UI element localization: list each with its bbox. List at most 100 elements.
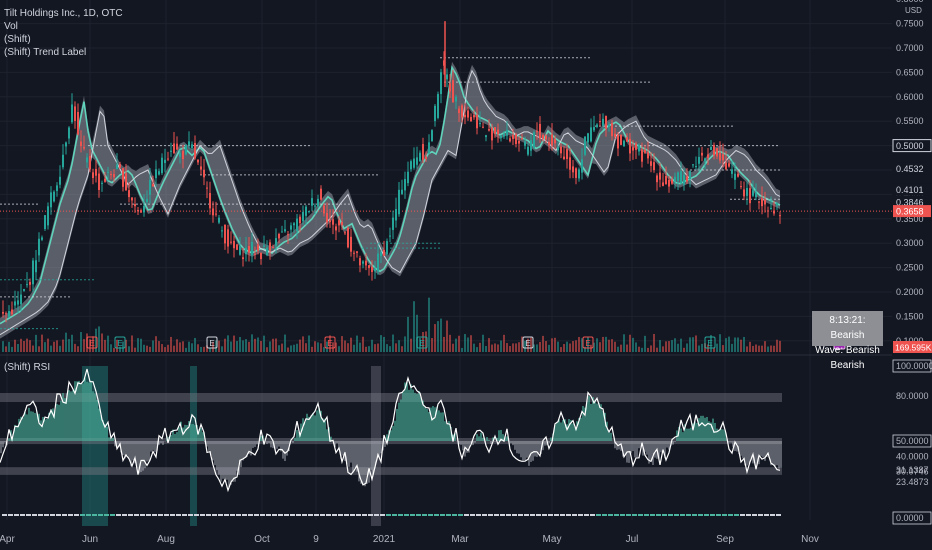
volume-bar: [143, 344, 145, 352]
candle-body: [668, 179, 670, 187]
trend-bar-seg: [680, 514, 685, 516]
candle-body: [509, 138, 511, 142]
volume-bar: [443, 336, 445, 352]
volume-bar: [353, 344, 355, 352]
candle-body: [713, 145, 715, 156]
volume-bar: [89, 339, 91, 352]
candle-body: [47, 206, 49, 226]
candle-body: [365, 260, 367, 266]
candle-body: [512, 134, 514, 139]
trend-bar-seg: [308, 514, 313, 516]
volume-bar: [530, 337, 532, 352]
candle-body: [131, 197, 133, 201]
time-tick: May: [543, 534, 562, 545]
candle-body: [476, 114, 478, 129]
volume-bar: [377, 343, 379, 352]
volume-bar: [230, 341, 232, 352]
candle-body: [521, 138, 523, 140]
candle-body: [311, 198, 313, 206]
volume-bar: [587, 336, 589, 352]
earnings-marker-label: E: [707, 339, 712, 348]
trend-bar-seg: [410, 514, 415, 516]
volume-bar: [446, 320, 448, 352]
shift-label: (Shift): [4, 34, 31, 45]
trend-bar-seg: [248, 514, 253, 516]
volume-bar: [110, 344, 112, 352]
candle-body: [56, 185, 58, 192]
candle-body: [671, 179, 673, 184]
volume-bar: [596, 338, 598, 352]
candle-body: [122, 168, 124, 187]
candle-body: [575, 168, 577, 178]
price-tick: 0.1000: [896, 336, 924, 346]
candle-body: [533, 132, 535, 148]
trend-bar-seg: [542, 514, 547, 516]
candle-body: [410, 161, 412, 170]
candle-body: [494, 127, 496, 134]
candle-body: [491, 127, 493, 141]
volume-bar: [485, 345, 487, 352]
trend-bar-seg: [572, 514, 577, 516]
candle-body: [260, 252, 262, 260]
volume-bar: [5, 346, 7, 352]
trend-bar-seg: [602, 514, 607, 516]
trend-bar-seg: [260, 514, 265, 516]
candle-body: [2, 312, 4, 314]
volume-bar: [656, 347, 658, 352]
volume-bar: [206, 345, 208, 352]
volume-bar: [83, 339, 85, 352]
candle-body: [581, 159, 583, 173]
volume-badge: [893, 341, 932, 353]
volume-bar: [467, 337, 469, 352]
candle-body: [692, 164, 694, 166]
candle-body: [335, 226, 337, 231]
candle-body: [653, 162, 655, 171]
volume-bar: [299, 339, 301, 352]
volume-bar: [734, 337, 736, 352]
candle-body: [746, 187, 748, 196]
volume-bar: [683, 347, 685, 352]
candle-body: [680, 171, 682, 184]
trend-bar-seg: [230, 514, 235, 516]
price-badge-label: 0.4101: [896, 185, 924, 195]
trend-bar-seg: [752, 514, 757, 516]
trend-bar-seg: [548, 514, 553, 516]
volume-bar: [539, 341, 541, 352]
candle-body: [293, 223, 295, 226]
trend-bar-seg: [362, 514, 367, 516]
time-tick: 9: [313, 534, 319, 545]
volume-bar: [389, 346, 391, 352]
trend-bar-seg: [488, 514, 493, 516]
trend-bar-seg: [242, 514, 247, 516]
trend-bar-seg: [512, 514, 517, 516]
trend-bar-seg: [32, 514, 37, 516]
rsi-tick: 31.1387: [896, 465, 929, 475]
candle-body: [503, 134, 505, 137]
volume-bar: [140, 338, 142, 352]
trend-bar-seg: [554, 514, 559, 516]
trend-bar-seg: [686, 514, 691, 516]
volume-bar: [488, 338, 490, 352]
trend-bar-seg: [326, 514, 331, 516]
candle-body: [725, 162, 727, 170]
volume-bar: [728, 336, 730, 352]
candle-body: [179, 152, 181, 157]
volume-bar: [548, 344, 550, 352]
candle-body: [32, 260, 34, 285]
candle-body: [482, 126, 484, 128]
candle-body: [632, 147, 634, 151]
volume-bar: [152, 340, 154, 352]
volume-bar: [398, 340, 400, 352]
candle-body: [710, 146, 712, 150]
candle-body: [71, 104, 73, 123]
candle-body: [116, 164, 118, 170]
volume-bar: [494, 343, 496, 352]
candle-body: [59, 176, 61, 185]
candle-body: [548, 142, 550, 146]
volume-bar: [287, 347, 289, 352]
candle-body: [623, 140, 625, 147]
candle-body: [164, 159, 166, 163]
volume-bar: [233, 335, 235, 352]
candle-body: [515, 134, 517, 144]
